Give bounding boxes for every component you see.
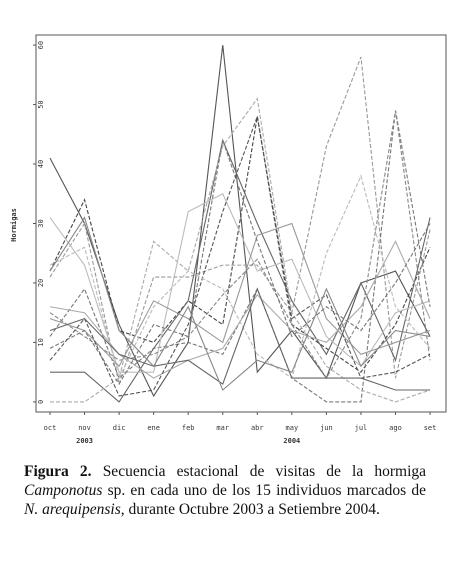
plot-frame [35, 34, 447, 413]
x-tick-label: feb [182, 424, 195, 432]
series-line [49, 116, 431, 373]
x-tick-label: may [286, 424, 299, 432]
series-line [49, 110, 431, 380]
y-tick-label: 20 [37, 279, 45, 287]
figure-caption: Figura 2. Secuencia estacional de visita… [24, 462, 426, 519]
series-line [50, 138, 431, 403]
series-line [49, 216, 431, 391]
y-tick-label: 60 [37, 41, 45, 49]
caption-species: N. arequipensis [24, 501, 121, 518]
year-label: 2004 [283, 437, 300, 445]
chart: Hormigas 0 10 20 30 40 50 60 oct nov dic ene feb mar… [10, 34, 447, 445]
series-line [49, 222, 431, 368]
caption-text: sp. en cada uno de los 15 individuos mar… [107, 482, 426, 499]
caption-text: Secuencia estacional de visitas de la ho… [102, 463, 427, 480]
x-tick-label: jul [355, 424, 368, 432]
y-tick-label: 40 [37, 160, 45, 168]
series-line [49, 193, 431, 373]
y-tick-label: 10 [37, 338, 45, 346]
x-tick-label: abr [251, 424, 264, 432]
series-line [49, 140, 431, 386]
y-tick-label: 30 [37, 219, 45, 227]
x-tick-label: nov [78, 424, 91, 432]
y-tick-label: 0 [37, 400, 45, 404]
y-axis-label: Hormigas [10, 208, 18, 242]
series-line [49, 114, 431, 397]
x-tick-label: ene [147, 424, 160, 432]
x-tick-label: dic [113, 424, 126, 432]
y-tick-label: 50 [37, 100, 45, 108]
caption-text: , durante Octubre 2003 a Setiembre 2004. [120, 501, 380, 518]
x-tick-label: set [424, 424, 437, 432]
caption-genus: Camponotus [24, 482, 103, 499]
series-line [49, 174, 431, 380]
x-tick-label: jun [320, 424, 333, 432]
series-line [49, 110, 431, 403]
x-tick-label: mar [216, 424, 229, 432]
year-label: 2003 [76, 437, 93, 445]
x-tick-label: oct [44, 424, 57, 432]
series-line [49, 287, 431, 391]
caption-label: Figura 2. [24, 463, 92, 480]
x-tick-label: ago [389, 424, 402, 432]
